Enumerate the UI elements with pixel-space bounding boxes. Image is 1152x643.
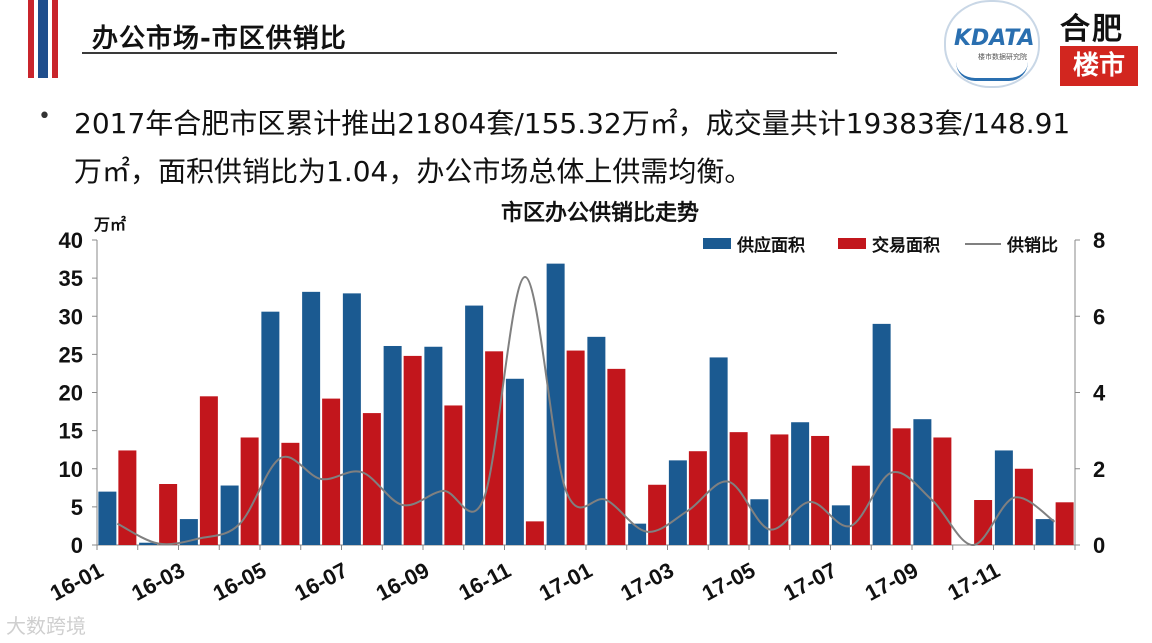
supply-bar — [179, 519, 198, 545]
x-tick-label: 16-11 — [454, 557, 514, 605]
left-tick-label: 40 — [59, 228, 83, 253]
legend-label: 供应面积 — [736, 235, 805, 255]
right-tick-label: 0 — [1093, 533, 1105, 558]
left-tick-label: 35 — [59, 266, 83, 291]
accent-stripe-red-1 — [28, 0, 34, 78]
left-tick-label: 0 — [71, 533, 83, 558]
left-tick-label: 5 — [71, 495, 83, 520]
deal-bar — [770, 434, 789, 545]
deal-bar — [566, 350, 585, 545]
supply-bar — [465, 305, 484, 545]
deal-bar — [648, 484, 667, 545]
accent-stripes — [28, 0, 72, 78]
deal-bar — [892, 428, 911, 545]
title-divider — [82, 52, 837, 54]
deal-bar — [525, 521, 544, 545]
supply-bar — [302, 291, 321, 545]
kdata-logo: KDATA 楼市数据研究院 — [944, 0, 1040, 88]
accent-stripe-red-2 — [52, 0, 58, 78]
deal-bar — [118, 450, 137, 545]
kdata-logo-subtext: 楼市数据研究院 — [978, 53, 1027, 61]
x-tick-label: 16-09 — [372, 557, 433, 605]
left-tick-label: 15 — [59, 419, 83, 444]
right-tick-label: 8 — [1093, 228, 1105, 253]
bullet-marker: • — [38, 104, 51, 129]
x-tick-label: 16-01 — [46, 557, 107, 605]
hefei-logo-top: 合肥 — [1060, 12, 1124, 47]
legend-label: 交易面积 — [872, 235, 940, 255]
ratio-line — [116, 275, 1056, 547]
chart-title: 市区办公供销比走势 — [501, 200, 699, 225]
watermark: 大数跨境 — [6, 614, 86, 638]
x-tick-label: 17-09 — [861, 557, 922, 605]
left-tick-label: 30 — [59, 304, 83, 329]
right-tick-label: 4 — [1093, 381, 1106, 406]
deal-bar — [1014, 468, 1033, 545]
supply-bar — [872, 323, 891, 545]
legend-swatch — [703, 238, 731, 249]
supply-bar — [98, 491, 117, 545]
deal-bar — [688, 451, 707, 545]
supply-bar — [342, 293, 361, 545]
slide-title: 办公市场-市区供销比 — [92, 24, 347, 54]
deal-bar — [607, 368, 626, 545]
deal-bar — [444, 405, 463, 545]
supply-bar — [383, 345, 402, 545]
supply-bar — [587, 336, 606, 545]
supply-bar — [546, 263, 565, 545]
x-tick-label: 17-05 — [698, 557, 759, 605]
kdata-logo-swoosh — [956, 62, 1028, 81]
supply-bar — [791, 422, 810, 545]
supply-bar — [505, 378, 524, 545]
deal-bar — [851, 465, 870, 545]
deal-bar — [403, 355, 422, 545]
legend-swatch — [838, 238, 866, 249]
left-tick-label: 20 — [59, 381, 83, 406]
kdata-logo-text: KDATA — [954, 26, 1035, 51]
supply-bar — [709, 357, 728, 545]
right-tick-label: 2 — [1093, 457, 1105, 482]
hefei-loushi-logo: 合肥 楼市 — [1050, 0, 1146, 92]
supply-bar — [913, 419, 932, 545]
deal-bar — [159, 484, 178, 545]
deal-bar — [281, 442, 300, 545]
left-axis-unit: 万㎡ — [93, 215, 126, 234]
left-tick-label: 25 — [59, 342, 83, 367]
x-tick-label: 16-05 — [209, 557, 270, 605]
deal-bar — [322, 398, 341, 545]
supply-bar — [261, 311, 280, 545]
deal-bar — [240, 437, 259, 545]
legend-label: 供销比 — [1006, 235, 1058, 255]
x-tick-label: 17-03 — [616, 557, 677, 605]
deal-bar — [933, 437, 952, 545]
right-tick-label: 6 — [1093, 304, 1105, 329]
x-tick-label: 17-11 — [943, 557, 1003, 605]
summary-paragraph: 2017年合肥市区累计推出21804套/155.32万㎡，成交量共计19383套… — [74, 107, 1071, 188]
deal-bar — [199, 396, 218, 545]
deal-bar — [811, 435, 830, 545]
x-tick-label: 17-07 — [779, 557, 840, 605]
x-tick-label: 16-07 — [290, 557, 351, 605]
supply-bar — [1035, 519, 1054, 545]
left-tick-label: 10 — [59, 457, 83, 482]
accent-stripe-blue — [38, 0, 48, 78]
supply-bar — [424, 346, 443, 545]
supply-bar — [139, 542, 158, 545]
deal-bar — [1055, 502, 1074, 545]
x-tick-label: 16-03 — [127, 557, 188, 605]
supply-bar — [220, 485, 239, 545]
hefei-logo-bottom: 楼市 — [1060, 46, 1138, 86]
x-tick-label: 17-01 — [535, 557, 596, 605]
supply-bar — [994, 450, 1013, 545]
supply-bar — [668, 460, 687, 545]
